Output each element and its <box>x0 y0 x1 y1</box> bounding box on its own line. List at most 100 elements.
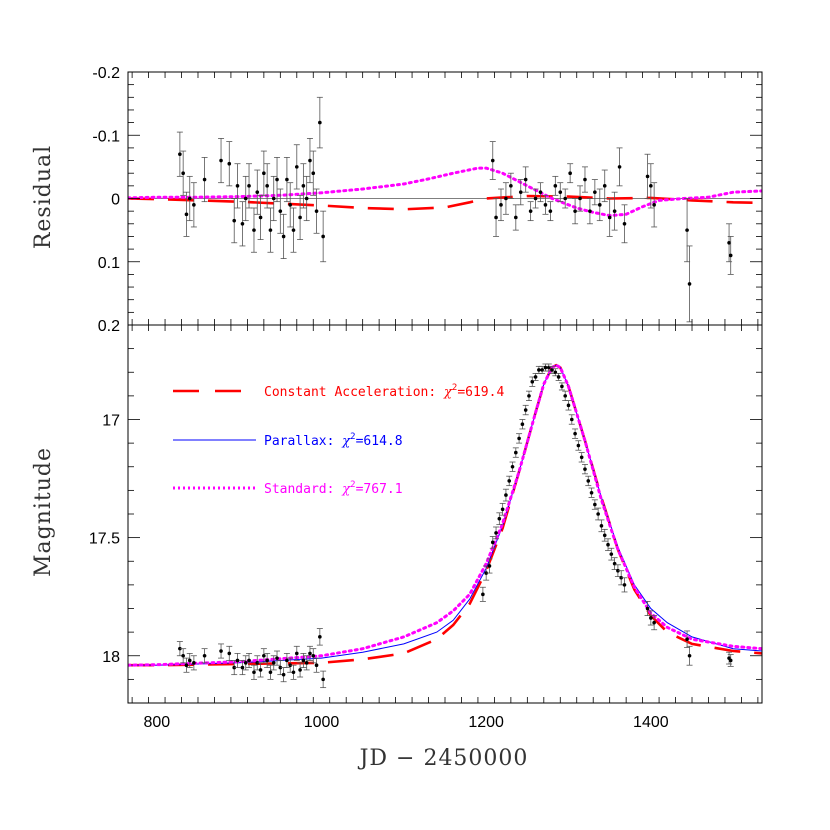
data-point <box>262 171 266 175</box>
data-point <box>178 646 182 651</box>
data-point <box>685 228 689 232</box>
data-point <box>599 524 604 528</box>
data-point <box>487 564 492 568</box>
data-point <box>265 184 269 188</box>
data-point <box>258 215 263 220</box>
data-point <box>514 450 518 455</box>
model-curve-long-dash <box>128 194 762 211</box>
data-point <box>318 635 322 639</box>
data-point <box>593 502 597 507</box>
data-point <box>184 663 189 667</box>
data-point <box>219 158 223 163</box>
data-point <box>484 571 488 575</box>
data-point <box>727 240 731 245</box>
data-point <box>235 658 240 663</box>
data-point <box>652 203 656 207</box>
data-point <box>181 653 185 658</box>
data-point <box>294 165 299 169</box>
legend-label: Constant Acceleration: <box>264 385 444 400</box>
data-point <box>497 516 502 521</box>
magnitude-panel: 800 1000 1200 1400 17 17.5 18 <box>89 324 763 731</box>
data-point <box>490 158 495 163</box>
data-point <box>687 282 692 286</box>
data-point <box>645 174 650 179</box>
data-point <box>232 665 237 670</box>
data-point <box>202 177 207 182</box>
data-point <box>520 422 525 427</box>
data-point <box>602 533 607 538</box>
data-point <box>588 209 592 213</box>
legend: Constant Acceleration: χ2=619.4Parallax:… <box>173 383 504 497</box>
y-tick-label: 0.2 <box>98 318 120 335</box>
data-point <box>252 670 256 675</box>
data-point <box>187 196 192 201</box>
data-point <box>308 158 312 163</box>
data-point <box>568 171 572 175</box>
data-point <box>563 196 568 201</box>
data-point <box>576 443 581 448</box>
data-point <box>490 540 495 545</box>
data-point <box>514 215 518 220</box>
data-point <box>252 228 256 232</box>
data-point <box>500 507 505 512</box>
data-point <box>278 209 283 213</box>
data-point <box>602 184 607 188</box>
legend-chi-symbol: χ <box>443 385 453 400</box>
data-point <box>314 663 319 667</box>
y-axis-label-residual: Residual <box>31 145 56 249</box>
data-point <box>285 658 289 663</box>
magnitude-frame <box>127 324 763 704</box>
legend-chi-value: =614.8 <box>356 434 403 449</box>
data-point <box>301 184 306 188</box>
legend-chi-exponent: 2 <box>350 480 355 490</box>
legend-entry-2: Standard: χ2=767.1 <box>264 480 403 497</box>
data-point <box>219 649 223 653</box>
data-point <box>281 234 286 239</box>
data-point <box>247 658 251 663</box>
x-tick-label: 1000 <box>304 714 340 731</box>
data-point <box>232 218 237 223</box>
data-point <box>560 384 564 389</box>
data-point <box>548 209 553 213</box>
data-point <box>311 171 316 175</box>
data-point <box>619 575 624 580</box>
data-point <box>622 222 627 226</box>
data-point <box>321 677 325 682</box>
data-point <box>728 253 733 258</box>
data-point <box>298 668 302 672</box>
data-point <box>271 196 276 201</box>
data-point <box>291 228 296 232</box>
data-point <box>308 651 312 656</box>
data-point <box>240 222 245 226</box>
data-point <box>304 661 309 665</box>
residual-plot-area <box>128 96 762 323</box>
data-point <box>616 568 620 573</box>
data-point <box>240 665 245 670</box>
data-point <box>563 394 568 398</box>
data-point <box>573 209 577 213</box>
legend-chi-symbol: χ <box>341 482 351 497</box>
data-point <box>517 436 521 441</box>
data-point <box>510 464 515 469</box>
legend-chi-symbol: χ <box>341 434 351 449</box>
x-tick-label: 1400 <box>633 714 669 731</box>
data-point <box>481 592 485 597</box>
legend-entry-0: Constant Acceleration: χ2=619.4 <box>264 383 504 400</box>
x-tick-label: 1200 <box>468 714 504 731</box>
data-point <box>612 209 617 213</box>
data-point <box>533 375 538 379</box>
data-point <box>262 653 266 658</box>
data-point <box>184 212 189 217</box>
y-tick-label: 17.5 <box>89 531 120 548</box>
legend-chi-exponent: 2 <box>350 432 355 442</box>
data-point <box>622 583 627 587</box>
data-point <box>507 479 512 483</box>
data-point <box>527 394 531 398</box>
data-point <box>187 658 192 663</box>
model-curve-solid <box>128 364 762 666</box>
data-point <box>578 196 582 201</box>
data-point <box>583 177 587 182</box>
x-axis-label: JD − 2450000 <box>358 746 529 771</box>
legend-chi-exponent: 2 <box>452 383 457 393</box>
